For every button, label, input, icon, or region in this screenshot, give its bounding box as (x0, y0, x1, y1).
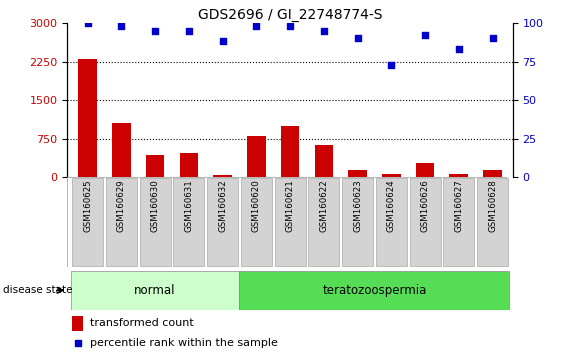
Point (83, 20, 93, 26)
Point (117, 23, 126, 29)
Bar (112, 123, 131, 177)
Text: GSM160628: GSM160628 (488, 180, 497, 233)
Bar (213, 176, 232, 177)
Bar (415, 162, 434, 177)
Point (387, 62, 396, 67)
Text: GSM160627: GSM160627 (454, 180, 464, 233)
Point (251, 23, 261, 29)
Point (353, 35, 362, 41)
Bar (281, 126, 299, 177)
FancyBboxPatch shape (342, 178, 373, 266)
FancyBboxPatch shape (376, 178, 407, 266)
Point (420, 33, 430, 38)
Bar (179, 153, 198, 177)
Bar (247, 136, 265, 177)
Text: GSM160626: GSM160626 (421, 180, 430, 233)
Point (151, 28, 160, 34)
Point (285, 23, 295, 29)
FancyBboxPatch shape (139, 178, 171, 266)
Bar (146, 155, 165, 177)
Bar (71, 271, 240, 310)
Point (73, 341, 82, 346)
Bar (449, 175, 468, 177)
FancyBboxPatch shape (106, 178, 137, 266)
Bar (79, 59, 97, 177)
Text: transformed count: transformed count (90, 318, 193, 328)
Bar (72, 316, 83, 331)
FancyBboxPatch shape (173, 178, 205, 266)
Point (218, 39, 227, 44)
FancyBboxPatch shape (443, 178, 474, 266)
Text: GSM160625: GSM160625 (83, 180, 92, 233)
Bar (348, 170, 367, 177)
Text: GSM160620: GSM160620 (252, 180, 261, 233)
Title: GDS2696 / GI_22748774-S: GDS2696 / GI_22748774-S (198, 8, 382, 22)
Text: GSM160621: GSM160621 (285, 180, 295, 233)
FancyBboxPatch shape (308, 178, 339, 266)
Text: GSM160631: GSM160631 (185, 180, 193, 233)
Point (319, 28, 329, 34)
Text: GSM160629: GSM160629 (117, 180, 126, 232)
FancyBboxPatch shape (72, 178, 103, 266)
FancyBboxPatch shape (207, 178, 238, 266)
Bar (382, 175, 401, 177)
Point (454, 46, 464, 52)
Text: GSM160632: GSM160632 (218, 180, 227, 233)
Text: normal: normal (134, 284, 176, 297)
Text: teratozoospermia: teratozoospermia (322, 284, 427, 297)
Text: GSM160623: GSM160623 (353, 180, 362, 233)
FancyBboxPatch shape (410, 178, 441, 266)
FancyBboxPatch shape (241, 178, 272, 266)
Bar (483, 170, 502, 177)
Text: percentile rank within the sample: percentile rank within the sample (90, 338, 278, 348)
Bar (240, 271, 509, 310)
Text: disease state: disease state (3, 285, 73, 295)
Text: GSM160624: GSM160624 (387, 180, 396, 233)
Text: GSM160630: GSM160630 (151, 180, 159, 233)
FancyBboxPatch shape (477, 178, 508, 266)
Point (184, 28, 193, 34)
Bar (315, 145, 333, 177)
Point (488, 35, 497, 41)
FancyBboxPatch shape (275, 178, 305, 266)
Text: GSM160622: GSM160622 (319, 180, 328, 233)
